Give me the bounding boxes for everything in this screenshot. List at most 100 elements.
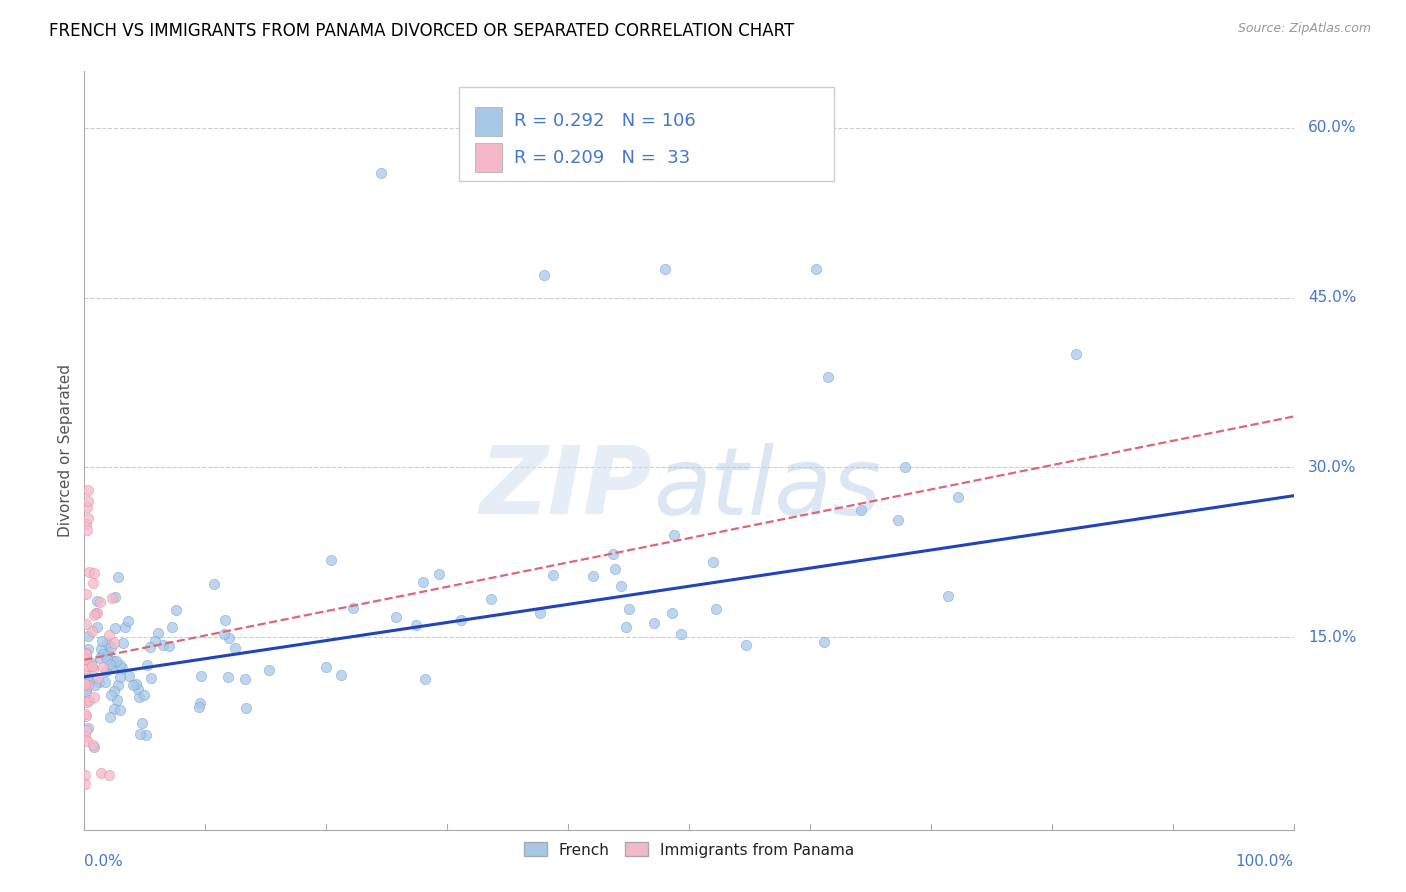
Point xyxy=(384,610,406,624)
Point xyxy=(75,652,97,666)
Point xyxy=(91,647,114,661)
Text: R = 0.292   N = 106: R = 0.292 N = 106 xyxy=(513,112,696,130)
Point xyxy=(103,654,125,668)
Point xyxy=(813,634,835,648)
Point xyxy=(86,620,108,634)
Text: Source: ZipAtlas.com: Source: ZipAtlas.com xyxy=(1237,22,1371,36)
Point xyxy=(125,677,148,691)
Point xyxy=(804,262,827,277)
Point xyxy=(83,739,105,754)
Point xyxy=(661,606,683,620)
Point xyxy=(894,459,917,474)
Point xyxy=(617,601,640,615)
Point xyxy=(97,768,120,782)
Point xyxy=(643,615,665,630)
Point xyxy=(330,668,353,682)
Point xyxy=(851,502,873,516)
Point xyxy=(101,591,124,606)
Point xyxy=(413,673,436,687)
Point xyxy=(76,734,98,748)
Point xyxy=(107,569,129,583)
Point xyxy=(190,669,212,683)
Point xyxy=(82,662,104,676)
Point xyxy=(654,262,676,277)
Point xyxy=(77,629,100,643)
Point xyxy=(76,659,98,673)
Point xyxy=(315,660,337,674)
Point xyxy=(75,646,97,660)
Point xyxy=(946,491,969,505)
Text: 30.0%: 30.0% xyxy=(1308,460,1357,475)
Point xyxy=(100,640,122,655)
Point xyxy=(405,618,427,632)
Point xyxy=(91,660,114,674)
Point xyxy=(104,654,127,668)
Point xyxy=(114,620,136,634)
Point xyxy=(671,627,693,641)
Point xyxy=(94,675,117,690)
Text: 45.0%: 45.0% xyxy=(1308,290,1357,305)
Point xyxy=(103,702,125,716)
Point xyxy=(80,656,103,670)
Text: R = 0.209   N =  33: R = 0.209 N = 33 xyxy=(513,149,690,167)
Point xyxy=(128,690,150,705)
Point xyxy=(86,594,108,608)
FancyBboxPatch shape xyxy=(460,87,834,181)
Point xyxy=(84,606,107,620)
Point xyxy=(134,688,156,702)
Point xyxy=(100,689,122,703)
Point xyxy=(122,678,145,692)
Point xyxy=(217,670,239,684)
Point xyxy=(412,575,434,590)
Text: ZIP: ZIP xyxy=(479,442,652,534)
Point xyxy=(90,766,112,780)
Point xyxy=(117,615,139,629)
Point xyxy=(104,591,127,605)
Point xyxy=(111,661,134,675)
Point xyxy=(75,723,97,737)
Point xyxy=(533,268,555,282)
Point xyxy=(529,606,551,620)
Point xyxy=(76,523,98,537)
Text: FRENCH VS IMMIGRANTS FROM PANAMA DIVORCED OR SEPARATED CORRELATION CHART: FRENCH VS IMMIGRANTS FROM PANAMA DIVORCE… xyxy=(49,22,794,40)
Point xyxy=(233,673,256,687)
Point xyxy=(73,729,96,743)
Point xyxy=(105,692,128,706)
Point xyxy=(75,647,97,661)
Point xyxy=(479,592,502,607)
Point xyxy=(107,678,129,692)
Point xyxy=(321,553,343,567)
Point xyxy=(135,657,157,672)
Point xyxy=(108,703,131,717)
Point xyxy=(73,651,96,665)
Point xyxy=(162,620,184,634)
Point xyxy=(75,708,97,723)
Text: 60.0%: 60.0% xyxy=(1308,120,1357,136)
Point xyxy=(103,684,125,698)
Point xyxy=(77,674,100,689)
Point xyxy=(75,587,97,601)
Point xyxy=(582,569,605,583)
Point xyxy=(202,576,225,591)
Point xyxy=(90,642,112,657)
Point xyxy=(165,603,187,617)
Point xyxy=(1064,347,1087,361)
Point xyxy=(129,727,152,741)
Point xyxy=(98,657,121,671)
Point xyxy=(103,636,125,650)
Legend: French, Immigrants from Panama: French, Immigrants from Panama xyxy=(517,837,860,863)
Point xyxy=(257,663,280,677)
Point xyxy=(77,678,100,692)
Point xyxy=(96,645,118,659)
Point xyxy=(614,620,637,634)
Point xyxy=(118,669,141,683)
Point xyxy=(77,483,100,497)
Point xyxy=(235,701,257,715)
Point xyxy=(704,601,727,615)
Point xyxy=(135,727,157,741)
Point xyxy=(735,639,758,653)
Point xyxy=(224,640,246,655)
Point xyxy=(75,677,97,691)
Point xyxy=(427,567,450,582)
Point xyxy=(605,562,627,576)
